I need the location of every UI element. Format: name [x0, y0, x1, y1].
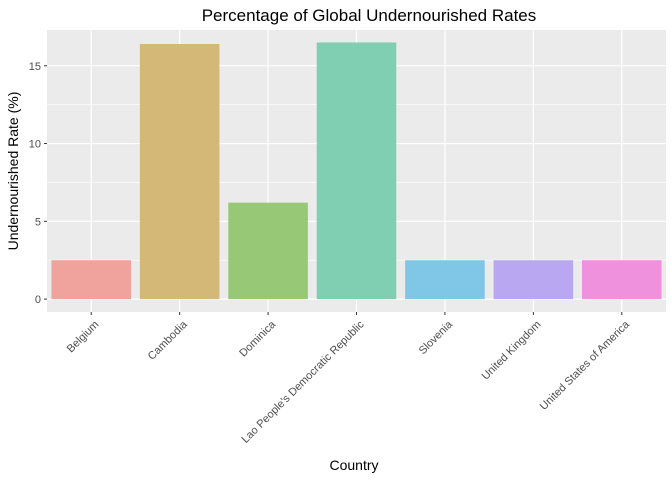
y-tick-label: 10 — [29, 139, 41, 151]
x-tick-label: Belgium — [65, 319, 102, 356]
x-tick-label: Cambodia — [146, 318, 191, 363]
x-tick-label: United Kingdom — [480, 319, 544, 383]
x-tick-label: United States of America — [538, 318, 633, 413]
x-axis-title: Country — [329, 457, 378, 473]
bar — [581, 260, 662, 300]
y-tick-label: 15 — [29, 61, 41, 73]
bar — [493, 260, 574, 300]
bar — [51, 260, 132, 300]
bar — [316, 42, 397, 300]
x-tick-label: Dominica — [237, 318, 279, 360]
bar — [228, 202, 308, 300]
y-tick-label: 5 — [35, 216, 41, 228]
y-axis: 0 5 10 15 — [29, 61, 47, 306]
bar — [139, 43, 220, 300]
x-tick-label: Slovenia — [417, 318, 456, 357]
y-axis-title: Undernourished Rate (%) — [5, 92, 21, 251]
bar — [405, 260, 485, 300]
bars — [51, 42, 662, 300]
y-tick-label: 0 — [35, 294, 41, 306]
chart-title: Percentage of Global Undernourished Rate… — [202, 6, 537, 25]
